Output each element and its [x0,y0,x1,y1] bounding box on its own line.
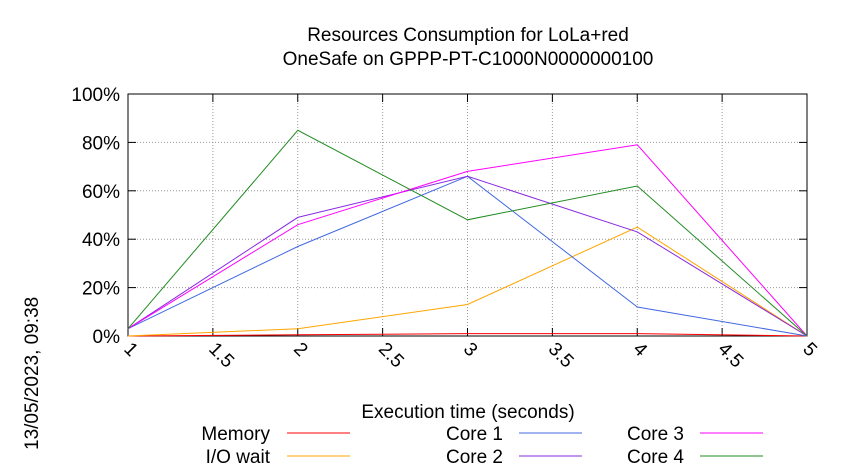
y-tick-label: 100% [71,85,120,106]
x-tick-label: 2.5 [374,339,408,373]
y-tick-label: 0% [93,327,121,348]
y-tick-label: 80% [82,133,120,154]
x-tick-label: 1.5 [204,339,238,373]
legend-label-core-3: Core 3 [627,424,684,445]
y-tick-label: 60% [82,182,120,203]
x-axis-label: Execution time (seconds) [361,402,574,423]
grid [128,94,807,336]
legend-label-i-o-wait: I/O wait [206,447,271,468]
series-line-memory [127,333,808,337]
series-line-i-o-wait [127,226,808,337]
series-lines [127,129,808,337]
x-tick-label: 2 [289,339,311,361]
x-tick-label: 3.5 [544,339,578,373]
series-line-core-2 [127,175,808,337]
chart-subtitle: OneSafe on GPPP-PT-C1000N0000000100 [283,49,654,70]
y-tick-label: 20% [82,279,120,300]
legend-label-core-1: Core 1 [446,424,503,445]
x-tick-label: 1 [119,339,141,361]
legend-label-core-2: Core 2 [446,447,503,468]
chart-title: Resources Consumption for LoLa+red [307,25,629,46]
legend-label-memory: Memory [201,424,270,445]
timestamp: 13/05/2023, 09:38 [22,297,43,450]
series-line-core-3 [127,144,808,337]
y-axis-ticks: 0% 20% 40% 60% 80% 100% [71,85,807,348]
x-tick-label: 4.5 [714,339,748,373]
y-tick-label: 40% [82,230,120,251]
x-tick-label: 4 [629,339,652,362]
x-tick-label: 5 [798,339,820,361]
x-tick-label: 3 [459,339,481,361]
series-line-core-4 [127,129,808,337]
legend-label-core-4: Core 4 [627,447,684,468]
